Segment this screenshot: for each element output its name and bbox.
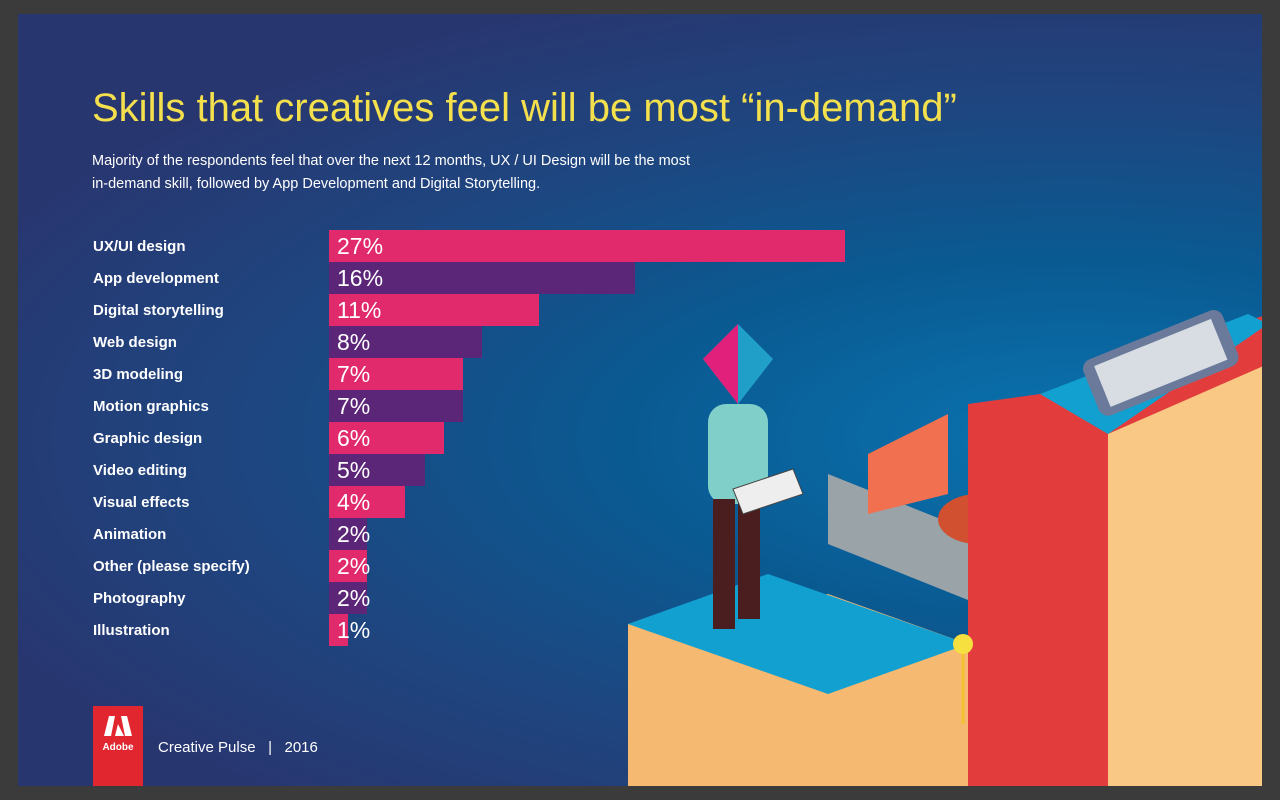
chart-graphic	[868, 414, 948, 514]
bar	[329, 390, 463, 422]
adobe-logo: Adobe	[93, 706, 143, 786]
bar	[329, 262, 635, 294]
bar	[329, 358, 463, 390]
bar	[329, 422, 444, 454]
category-label: Visual effects	[93, 494, 190, 511]
figure-body	[708, 404, 768, 504]
bar	[329, 294, 540, 326]
data-label: 1%	[337, 617, 371, 643]
bar	[329, 486, 406, 518]
data-label: 7%	[337, 393, 371, 419]
illustration	[628, 309, 1262, 786]
lightbulb-graphic	[953, 634, 973, 654]
bar	[329, 518, 368, 550]
bar	[329, 614, 349, 646]
year: 2016	[284, 739, 318, 756]
data-label: 8%	[337, 329, 371, 355]
tablet-graphic	[732, 468, 804, 515]
category-label: Graphic design	[93, 430, 203, 447]
tower-front	[1108, 366, 1262, 786]
data-label: 11%	[337, 297, 382, 323]
data-label: 2%	[337, 521, 371, 547]
data-label: 4%	[337, 489, 371, 515]
category-label: Illustration	[93, 622, 170, 639]
category-label: Animation	[93, 526, 167, 543]
bar	[329, 550, 368, 582]
page-title: Skills that creatives feel will be most …	[92, 86, 957, 130]
category-label: Video editing	[93, 462, 187, 479]
logo-text: Adobe	[102, 742, 134, 753]
category-label: Web design	[93, 334, 177, 351]
slide: Skills that creatives feel will be most …	[18, 14, 1262, 786]
data-label: 7%	[337, 361, 371, 387]
bar	[329, 582, 368, 614]
category-label: Digital storytelling	[93, 302, 224, 319]
separator: |	[268, 739, 272, 756]
data-label: 2%	[337, 553, 371, 579]
subtitle: Majority of the respondents feel that ov…	[92, 153, 691, 192]
adobe-icon	[104, 716, 132, 736]
footer: Creative Pulse | 2016	[158, 739, 318, 756]
data-label: 2%	[337, 585, 371, 611]
category-label: App development	[93, 270, 219, 287]
data-label: 6%	[337, 425, 371, 451]
data-label: 27%	[337, 233, 384, 259]
category-label: UX/UI design	[93, 238, 186, 255]
bar	[329, 326, 482, 358]
bar	[329, 230, 845, 262]
data-label: 5%	[337, 457, 371, 483]
category-label: Other (please specify)	[93, 558, 250, 575]
data-label: 16%	[337, 265, 384, 291]
category-label: Motion graphics	[93, 398, 209, 415]
category-label: Photography	[93, 590, 186, 607]
bar	[329, 454, 425, 486]
brand-name: Creative Pulse	[158, 739, 256, 756]
category-label: 3D modeling	[93, 366, 184, 383]
